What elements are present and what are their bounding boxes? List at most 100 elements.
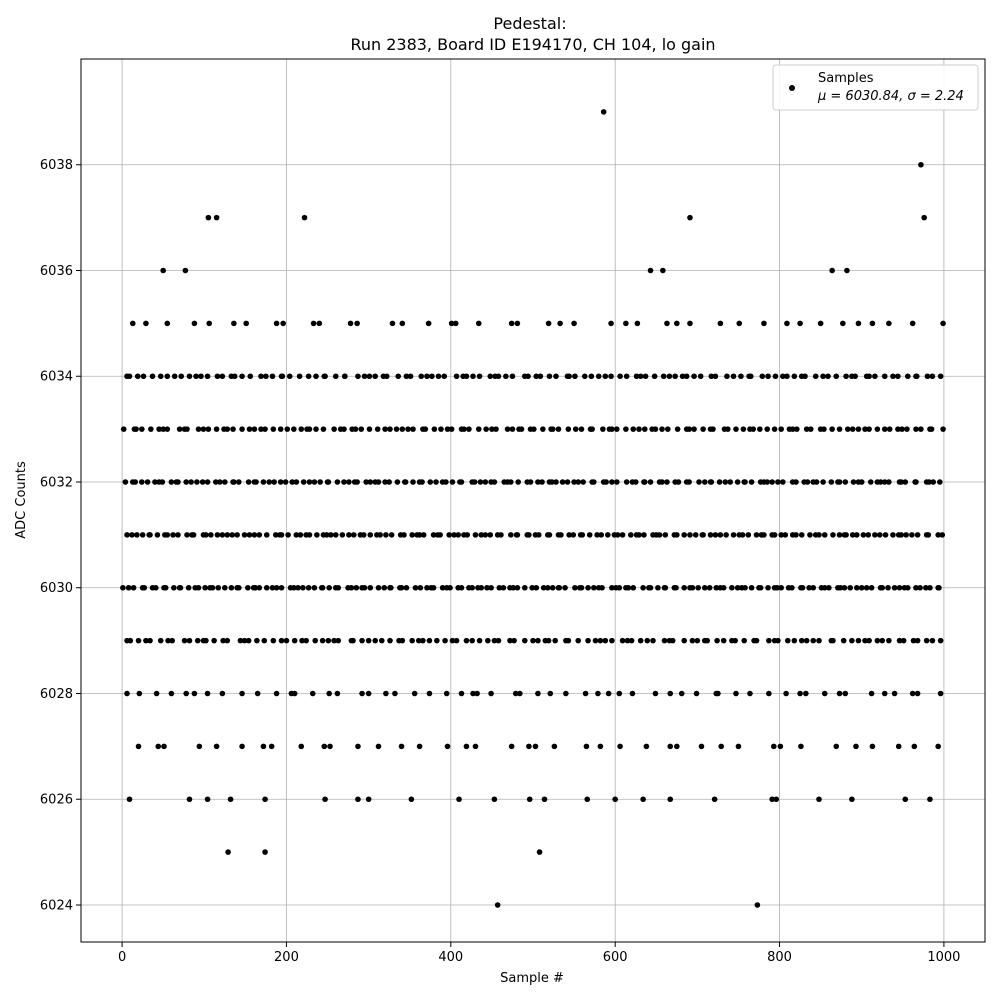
data-point	[246, 426, 253, 432]
data-point	[361, 584, 368, 591]
data-point	[254, 690, 261, 697]
data-point	[935, 743, 941, 750]
data-point	[508, 479, 514, 485]
data-point	[420, 637, 426, 644]
data-point	[769, 479, 775, 485]
data-point	[623, 320, 629, 327]
data-point	[225, 849, 231, 855]
data-point	[334, 690, 341, 697]
data-point	[488, 584, 494, 591]
data-point	[383, 373, 390, 380]
data-point	[403, 373, 410, 380]
data-point	[701, 479, 708, 485]
data-point	[355, 373, 361, 380]
data-point	[909, 320, 916, 327]
data-point	[434, 637, 440, 644]
data-point	[224, 532, 231, 538]
data-point	[704, 637, 711, 644]
data-point	[235, 584, 242, 591]
data-point	[558, 532, 564, 538]
data-point	[326, 690, 332, 697]
data-point	[858, 584, 865, 591]
data-point	[407, 373, 414, 380]
data-point	[747, 373, 754, 380]
x-tick-label: 1000	[927, 950, 960, 965]
data-point	[734, 584, 741, 591]
data-point	[419, 479, 425, 485]
data-point	[885, 584, 891, 591]
data-point	[881, 690, 888, 697]
data-point	[437, 532, 443, 538]
chart-title-line1: Pedestal:	[493, 14, 566, 33]
data-point	[774, 584, 780, 591]
data-point	[718, 743, 724, 750]
data-point	[921, 214, 927, 221]
data-point	[570, 532, 577, 538]
data-point	[270, 637, 277, 644]
data-point	[205, 426, 212, 432]
data-point	[797, 690, 803, 697]
data-point	[804, 479, 811, 485]
data-point	[849, 637, 855, 644]
data-point	[660, 373, 667, 380]
data-point	[909, 532, 915, 538]
data-point	[125, 584, 132, 591]
data-point	[124, 532, 130, 538]
data-point	[735, 743, 742, 750]
data-point	[306, 479, 313, 485]
data-point	[830, 637, 836, 644]
data-point	[387, 637, 393, 644]
data-point	[332, 532, 339, 538]
data-point	[231, 479, 237, 485]
data-point	[793, 532, 799, 538]
data-point	[485, 637, 491, 644]
data-point	[937, 690, 944, 697]
data-point	[578, 426, 585, 432]
data-point	[469, 584, 475, 591]
data-point	[924, 373, 931, 380]
data-point	[401, 532, 407, 538]
data-point	[246, 532, 253, 538]
data-point	[291, 584, 297, 591]
data-point	[629, 690, 636, 697]
data-point	[181, 637, 188, 644]
data-point	[278, 532, 285, 538]
data-point	[740, 426, 747, 432]
data-point	[679, 373, 686, 380]
data-point	[239, 690, 245, 697]
data-point	[272, 532, 279, 538]
data-point	[691, 373, 697, 380]
data-point	[552, 637, 558, 644]
data-point	[854, 532, 860, 538]
data-point	[798, 743, 804, 750]
data-point	[278, 584, 285, 591]
data-point	[614, 426, 620, 432]
data-point	[512, 690, 519, 697]
data-point	[882, 532, 889, 538]
data-point	[366, 373, 373, 380]
data-point	[850, 479, 857, 485]
data-point	[452, 320, 459, 327]
data-point	[765, 373, 771, 380]
data-point	[430, 532, 437, 538]
data-point	[784, 373, 790, 380]
data-point	[335, 584, 342, 591]
data-point	[453, 637, 460, 644]
data-point	[231, 320, 237, 327]
data-point	[664, 426, 671, 432]
data-point	[448, 426, 455, 432]
data-point	[448, 320, 455, 327]
data-point	[503, 373, 509, 380]
data-point	[664, 320, 670, 327]
data-point	[633, 373, 640, 380]
data-point	[641, 479, 648, 485]
data-point	[182, 267, 189, 274]
data-point	[592, 637, 599, 644]
data-point	[313, 426, 319, 432]
x-tick-label: 600	[603, 950, 628, 965]
data-point	[352, 426, 359, 432]
data-point	[799, 584, 806, 591]
data-point	[456, 796, 462, 803]
data-point	[143, 637, 149, 644]
data-point	[171, 584, 177, 591]
